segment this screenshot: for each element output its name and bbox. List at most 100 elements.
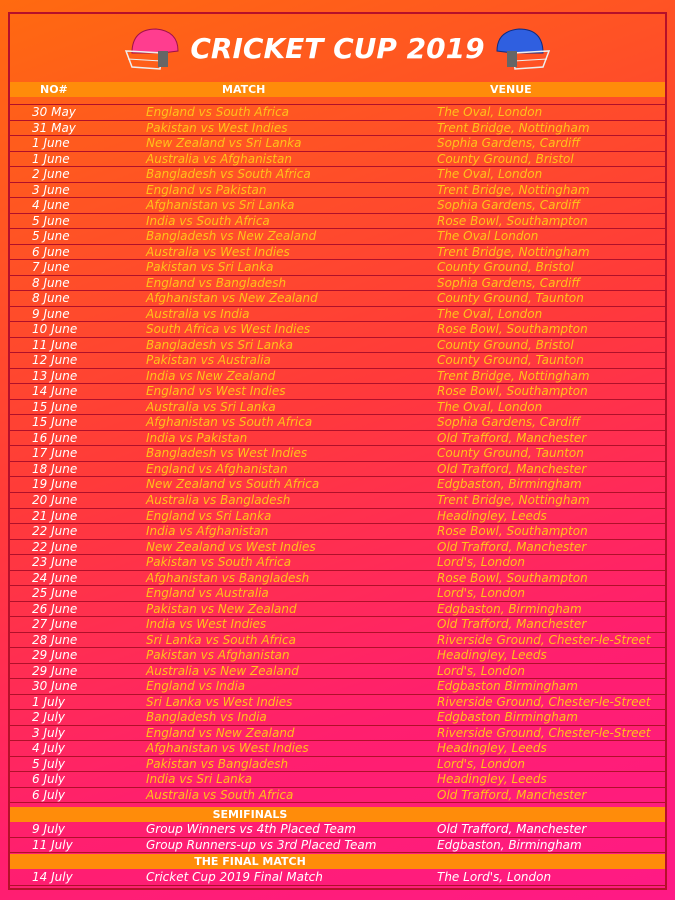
date-cell: 11 June	[32, 337, 78, 352]
table-row: 16 June India vs Pakistan Old Trafford, Ma…	[10, 431, 665, 447]
venue-cell: Old Trafford, Manchester	[437, 539, 587, 554]
match-cell: Pakistan vs Bangladesh	[146, 756, 289, 771]
date-cell: 1 June	[32, 151, 70, 166]
date-cell: 10 June	[32, 322, 78, 337]
match-cell: England vs New Zealand	[146, 725, 295, 740]
date-cell: 16 June	[32, 430, 78, 445]
venue-cell: Edgbaston Birmingham	[437, 679, 578, 694]
table-row: 3 June England vs Pakistan Trent Bridge, N…	[10, 183, 665, 199]
match-cell: New Zealand vs West Indies	[146, 539, 316, 554]
date-cell: 8 June	[32, 275, 70, 290]
match-cell: New Zealand vs Sri Lanka	[146, 136, 302, 151]
table-row: 31 May Pakistan vs West Indies Trent Bridg…	[10, 121, 665, 137]
venue-cell: Old Trafford, Manchester	[437, 461, 587, 476]
venue-cell: Headingley, Leeds	[437, 508, 547, 523]
match-cell: India vs New Zealand	[146, 368, 276, 383]
match-cell: New Zealand vs South Africa	[146, 477, 320, 492]
table-row: 22 June India vs Afghanistan Rose Bowl, So…	[10, 524, 665, 540]
table-row: 25 June England vs Australia Lord's, Londo…	[10, 586, 665, 602]
venue-cell: Trent Bridge, Nottingham	[437, 182, 590, 197]
venue-cell: Headingley, Leeds	[437, 772, 547, 787]
table-row: 3 July England vs New Zealand Riverside Gr…	[10, 726, 665, 742]
venue-cell: Old Trafford, Manchester	[437, 822, 587, 836]
table-row: 4 July Afghanistan vs West Indies Headingl…	[10, 741, 665, 757]
table-row: 14 July Cricket Cup 2019 Final Match The L…	[10, 870, 665, 886]
date-cell: 30 May	[32, 105, 76, 119]
venue-cell: Sophia Gardens, Cardiff	[437, 136, 581, 151]
table-row: 6 June Australia vs West Indies Trent Brid…	[10, 245, 665, 261]
date-cell: 17 June	[32, 446, 78, 461]
match-cell: Australia vs South Africa	[146, 787, 294, 802]
match-cell: Australia vs Bangladesh	[146, 493, 291, 507]
header-match: MATCH	[222, 83, 266, 96]
date-cell: 9 June	[32, 306, 70, 321]
venue-cell: Old Trafford, Manchester	[437, 617, 587, 632]
match-cell: India vs Sri Lanka	[146, 772, 253, 787]
date-cell: 29 June	[32, 648, 78, 663]
venue-cell: County Ground, Bristol	[437, 337, 574, 352]
venue-cell: Rose Bowl, Southampton	[437, 384, 588, 399]
match-cell: Pakistan vs Afghanistan	[146, 648, 290, 663]
match-cell: England vs Afghanistan	[146, 461, 288, 476]
pink-helmet-icon	[125, 28, 179, 70]
date-cell: 14 July	[32, 870, 73, 884]
table-row: 30 May England vs South Africa The Oval, L…	[10, 105, 665, 121]
venue-cell: Old Trafford, Manchester	[437, 430, 587, 445]
match-cell: Pakistan vs New Zealand	[146, 601, 297, 616]
table-header: NO# MATCH VENUE	[10, 82, 665, 97]
date-cell: 28 June	[32, 632, 78, 647]
match-cell: South Africa vs West Indies	[146, 322, 311, 337]
match-cell: England vs India	[146, 679, 246, 694]
date-cell: 22 June	[32, 539, 78, 554]
venue-cell: Sophia Gardens, Cardiff	[437, 275, 581, 290]
venue-cell: Headingley, Leeds	[437, 741, 547, 756]
table-row: 15 June Afghanistan vs South Africa Sophia…	[10, 415, 665, 431]
match-cell: Cricket Cup 2019 Final Match	[146, 870, 323, 884]
table-row: 2 July Bangladesh vs India Edgbaston Birmi…	[10, 710, 665, 726]
table-row: 21 June England vs Sri Lanka Headingley, L…	[10, 509, 665, 525]
venue-cell: Riverside Ground, Chester-le-Street	[437, 632, 651, 647]
match-cell: England vs South Africa	[146, 105, 290, 119]
match-cell: Pakistan vs South Africa	[146, 555, 292, 570]
date-cell: 4 June	[32, 198, 70, 213]
match-cell: Bangladesh vs West Indies	[146, 446, 308, 461]
table-row: 11 July Group Runners-up vs 3rd Placed Te…	[10, 837, 665, 853]
venue-cell: The Oval, London	[437, 105, 543, 119]
table-row: 20 June Australia vs Bangladesh Trent Brid…	[10, 493, 665, 509]
date-cell: 6 July	[32, 787, 66, 802]
match-cell: Australia vs West Indies	[146, 244, 290, 259]
date-cell: 15 June	[32, 415, 78, 430]
venue-cell: Riverside Ground, Chester-le-Street	[437, 694, 651, 709]
date-cell: 1 June	[32, 136, 70, 151]
match-cell: Pakistan vs West Indies	[146, 120, 288, 135]
venue-cell: Sophia Gardens, Cardiff	[437, 415, 581, 430]
table-row: 5 July Pakistan vs Bangladesh Lord's, Lond…	[10, 757, 665, 773]
date-cell: 2 July	[32, 710, 66, 725]
venue-cell: The Oval, London	[437, 399, 543, 414]
match-cell: Sri Lanka vs South Africa	[146, 632, 296, 647]
match-cell: Sri Lanka vs West Indies	[146, 694, 293, 709]
table-row: 9 June Australia vs India The Oval, London	[10, 307, 665, 323]
venue-cell: Edgbaston, Birmingham	[437, 837, 582, 852]
semifinals-header: SEMIFINALS	[10, 807, 665, 822]
date-cell: 13 June	[32, 368, 78, 383]
venue-cell: County Ground, Taunton	[437, 291, 584, 306]
table-row: 6 July Australia vs South Africa Old Traff…	[10, 788, 665, 804]
venue-cell: County Ground, Bristol	[437, 151, 574, 166]
match-cell: India vs Pakistan	[146, 430, 248, 445]
venue-cell: Rose Bowl, Southampton	[437, 524, 588, 539]
blue-helmet-icon	[496, 28, 550, 70]
date-cell: 15 June	[32, 399, 78, 414]
table-row: 29 June Australia vs New Zealand Lord's, L…	[10, 664, 665, 680]
match-cell: Pakistan vs Sri Lanka	[146, 260, 274, 275]
date-cell: 5 June	[32, 229, 70, 244]
date-cell: 27 June	[32, 617, 78, 632]
date-cell: 19 June	[32, 477, 78, 492]
match-cell: Australia vs Sri Lanka	[146, 399, 276, 414]
table-row: 6 July India vs Sri Lanka Headingley, Leed…	[10, 772, 665, 788]
semifinals-label: SEMIFINALS	[212, 808, 288, 821]
table-row: 5 June India vs South Africa Rose Bowl, So…	[10, 214, 665, 230]
date-cell: 6 July	[32, 772, 66, 787]
table-row: 4 June Afghanistan vs Sri Lanka Sophia Gar…	[10, 198, 665, 214]
match-cell: Group Winners vs 4th Placed Team	[146, 822, 356, 836]
